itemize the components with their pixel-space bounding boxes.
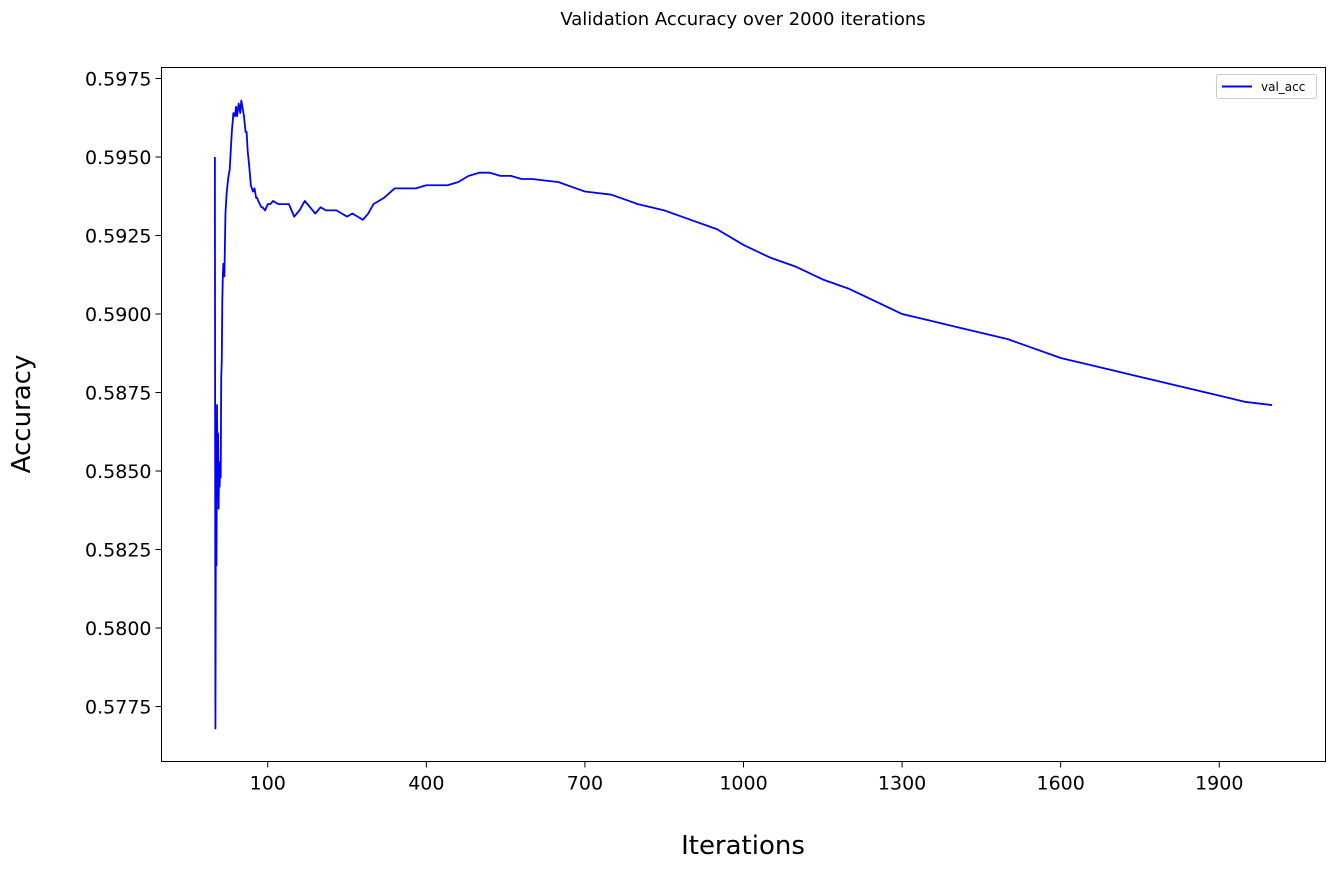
y-tick-label: 0.5925 <box>85 226 151 248</box>
x-tick-label: 1600 <box>1036 773 1084 795</box>
y-tick-label: 0.5775 <box>85 697 151 719</box>
y-tick-label: 0.5875 <box>85 383 151 405</box>
y-tick-label: 0.5825 <box>85 540 151 562</box>
x-axis-label: Iterations <box>681 831 805 861</box>
x-tick-label: 1000 <box>719 773 767 795</box>
x-tick-label: 700 <box>567 773 603 795</box>
x-tick-label: 1900 <box>1195 773 1243 795</box>
x-tick-label: 100 <box>250 773 286 795</box>
legend-box <box>1216 74 1317 99</box>
y-tick-label: 0.5975 <box>85 68 151 90</box>
series-line-val-acc <box>213 99 1273 730</box>
x-axis-ticks: 100 400 700 1000 1300 1600 1900 <box>250 761 1243 795</box>
chart-title: Validation Accuracy over 2000 iterations <box>560 9 925 30</box>
plot-area <box>161 67 1326 762</box>
y-tick-label: 0.5950 <box>85 147 151 169</box>
legend: val_acc <box>1216 74 1317 99</box>
y-tick-label: 0.5800 <box>85 618 151 640</box>
y-tick-label: 0.5900 <box>85 304 151 326</box>
y-axis-ticks: 0.5775 0.5800 0.5825 0.5850 0.5875 0.5900 0.59… <box>85 68 162 719</box>
y-axis-label: Accuracy <box>7 355 37 474</box>
x-tick-label: 1300 <box>878 773 926 795</box>
series-layer <box>213 99 1273 730</box>
x-tick-label: 400 <box>408 773 444 795</box>
y-tick-label: 0.5850 <box>85 461 151 483</box>
legend-label-val-acc: val_acc <box>1261 80 1305 94</box>
